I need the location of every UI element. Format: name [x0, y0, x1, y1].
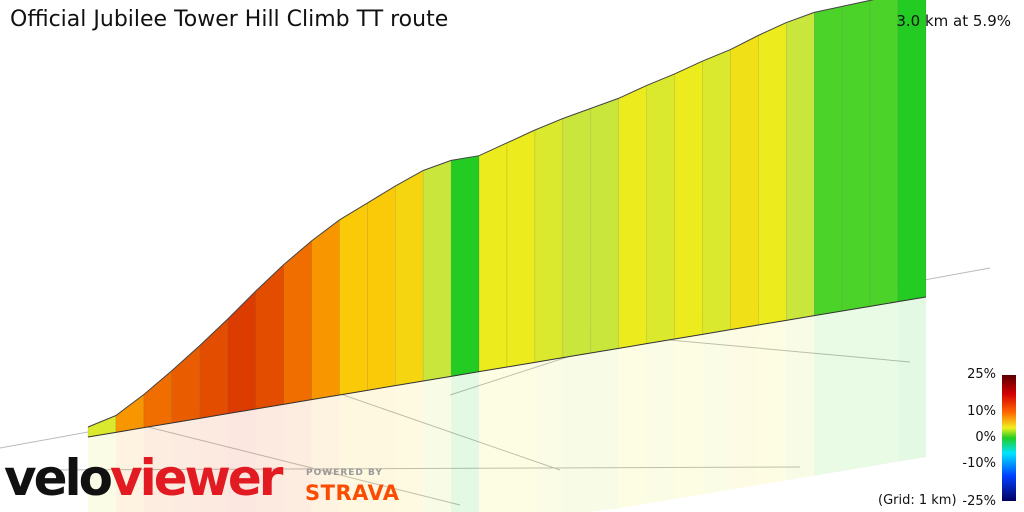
reflection-segment: [898, 297, 926, 462]
reflection-segment: [227, 409, 256, 512]
gradient-segment: [422, 160, 452, 382]
profile-strips: [87, 0, 927, 438]
reflection-segment: [618, 343, 647, 509]
reflection-segment: [451, 371, 480, 512]
reflection-segment: [339, 390, 368, 512]
reflection-segment: [534, 357, 563, 512]
reflection-segment: [730, 325, 759, 490]
legend-tick-25: 25%: [967, 367, 996, 382]
gradient-segment: [506, 129, 536, 368]
legend-tick-10: 10%: [967, 404, 996, 419]
profile-top-edge: [87, 0, 875, 428]
page-title: Official Jubilee Tower Hill Climb TT rou…: [10, 7, 449, 32]
reflection-segment: [115, 427, 144, 512]
gradient-segment: [674, 60, 703, 340]
reflection-segment: [562, 353, 591, 512]
gradient-segment: [869, 0, 899, 307]
reflection-segment: [479, 367, 507, 512]
gradient-segment: [395, 170, 424, 386]
reflection-segment: [646, 339, 675, 504]
gradient-segment: [841, 0, 871, 312]
gradient-segment: [339, 202, 368, 396]
reflection-segment: [199, 413, 228, 512]
reflection-segment: [143, 423, 172, 512]
legend-tick-0: 0%: [975, 430, 996, 445]
reflection-segment: [870, 301, 899, 467]
reflection-segment: [423, 376, 452, 512]
gradient-segment: [478, 142, 508, 372]
gradient-segment: [450, 155, 480, 377]
veloviewer-logo[interactable]: veloviewer: [4, 449, 283, 507]
reflection-segment: [814, 311, 843, 476]
gradient-segment: [618, 85, 647, 349]
strava-logo[interactable]: STRAVA: [305, 481, 400, 505]
reflection-segment: [283, 399, 312, 512]
gradient-colorbar: [1002, 375, 1016, 501]
legend-tick-minus-10: -10%: [962, 456, 996, 471]
gradient-segment: [199, 318, 228, 419]
reflection-segment: [590, 348, 619, 512]
route-summary: 3.0 km at 5.9%: [896, 12, 1011, 30]
gradient-segment: [227, 290, 256, 414]
reflection-segment: [702, 329, 731, 495]
legend-tick-minus-25: -25%: [962, 494, 996, 509]
reflection-segment: [88, 432, 116, 512]
gradient-segment: [646, 73, 675, 344]
gradient-segment: [786, 12, 815, 321]
grid-scale-note: (Grid: 1 km): [878, 493, 957, 508]
gradient-segment: [897, 0, 927, 302]
reflection-segment: [758, 320, 787, 485]
reflection-segment: [255, 404, 284, 512]
gradient-segment: [562, 108, 592, 358]
reflection-segment: [171, 418, 200, 512]
gradient-segment: [367, 185, 396, 391]
reflection-segment: [395, 381, 424, 512]
gradient-segment: [534, 118, 564, 363]
reflection-segment: [507, 362, 535, 512]
reflection-segment: [311, 395, 340, 512]
gradient-segment: [758, 22, 787, 326]
reflection-segment: [674, 334, 703, 499]
gradient-segment: [283, 240, 312, 405]
gradient-segment: [702, 49, 731, 335]
gradient-segment: [590, 97, 619, 354]
reflection-segment: [842, 306, 871, 471]
gradient-segment: [115, 393, 145, 433]
powered-by-label: POWERED BY: [306, 468, 383, 478]
gradient-segment: [171, 345, 200, 424]
gradient-segment: [311, 219, 340, 400]
gradient-segment: [143, 370, 173, 428]
gradient-segment: [814, 6, 843, 316]
reflection-segment: [367, 385, 396, 512]
profile-reflection: [88, 297, 926, 512]
profile-bottom-edge: [87, 296, 927, 438]
reflection-segment: [786, 315, 815, 481]
gradient-segment: [730, 34, 759, 330]
gradient-segment: [255, 264, 284, 410]
